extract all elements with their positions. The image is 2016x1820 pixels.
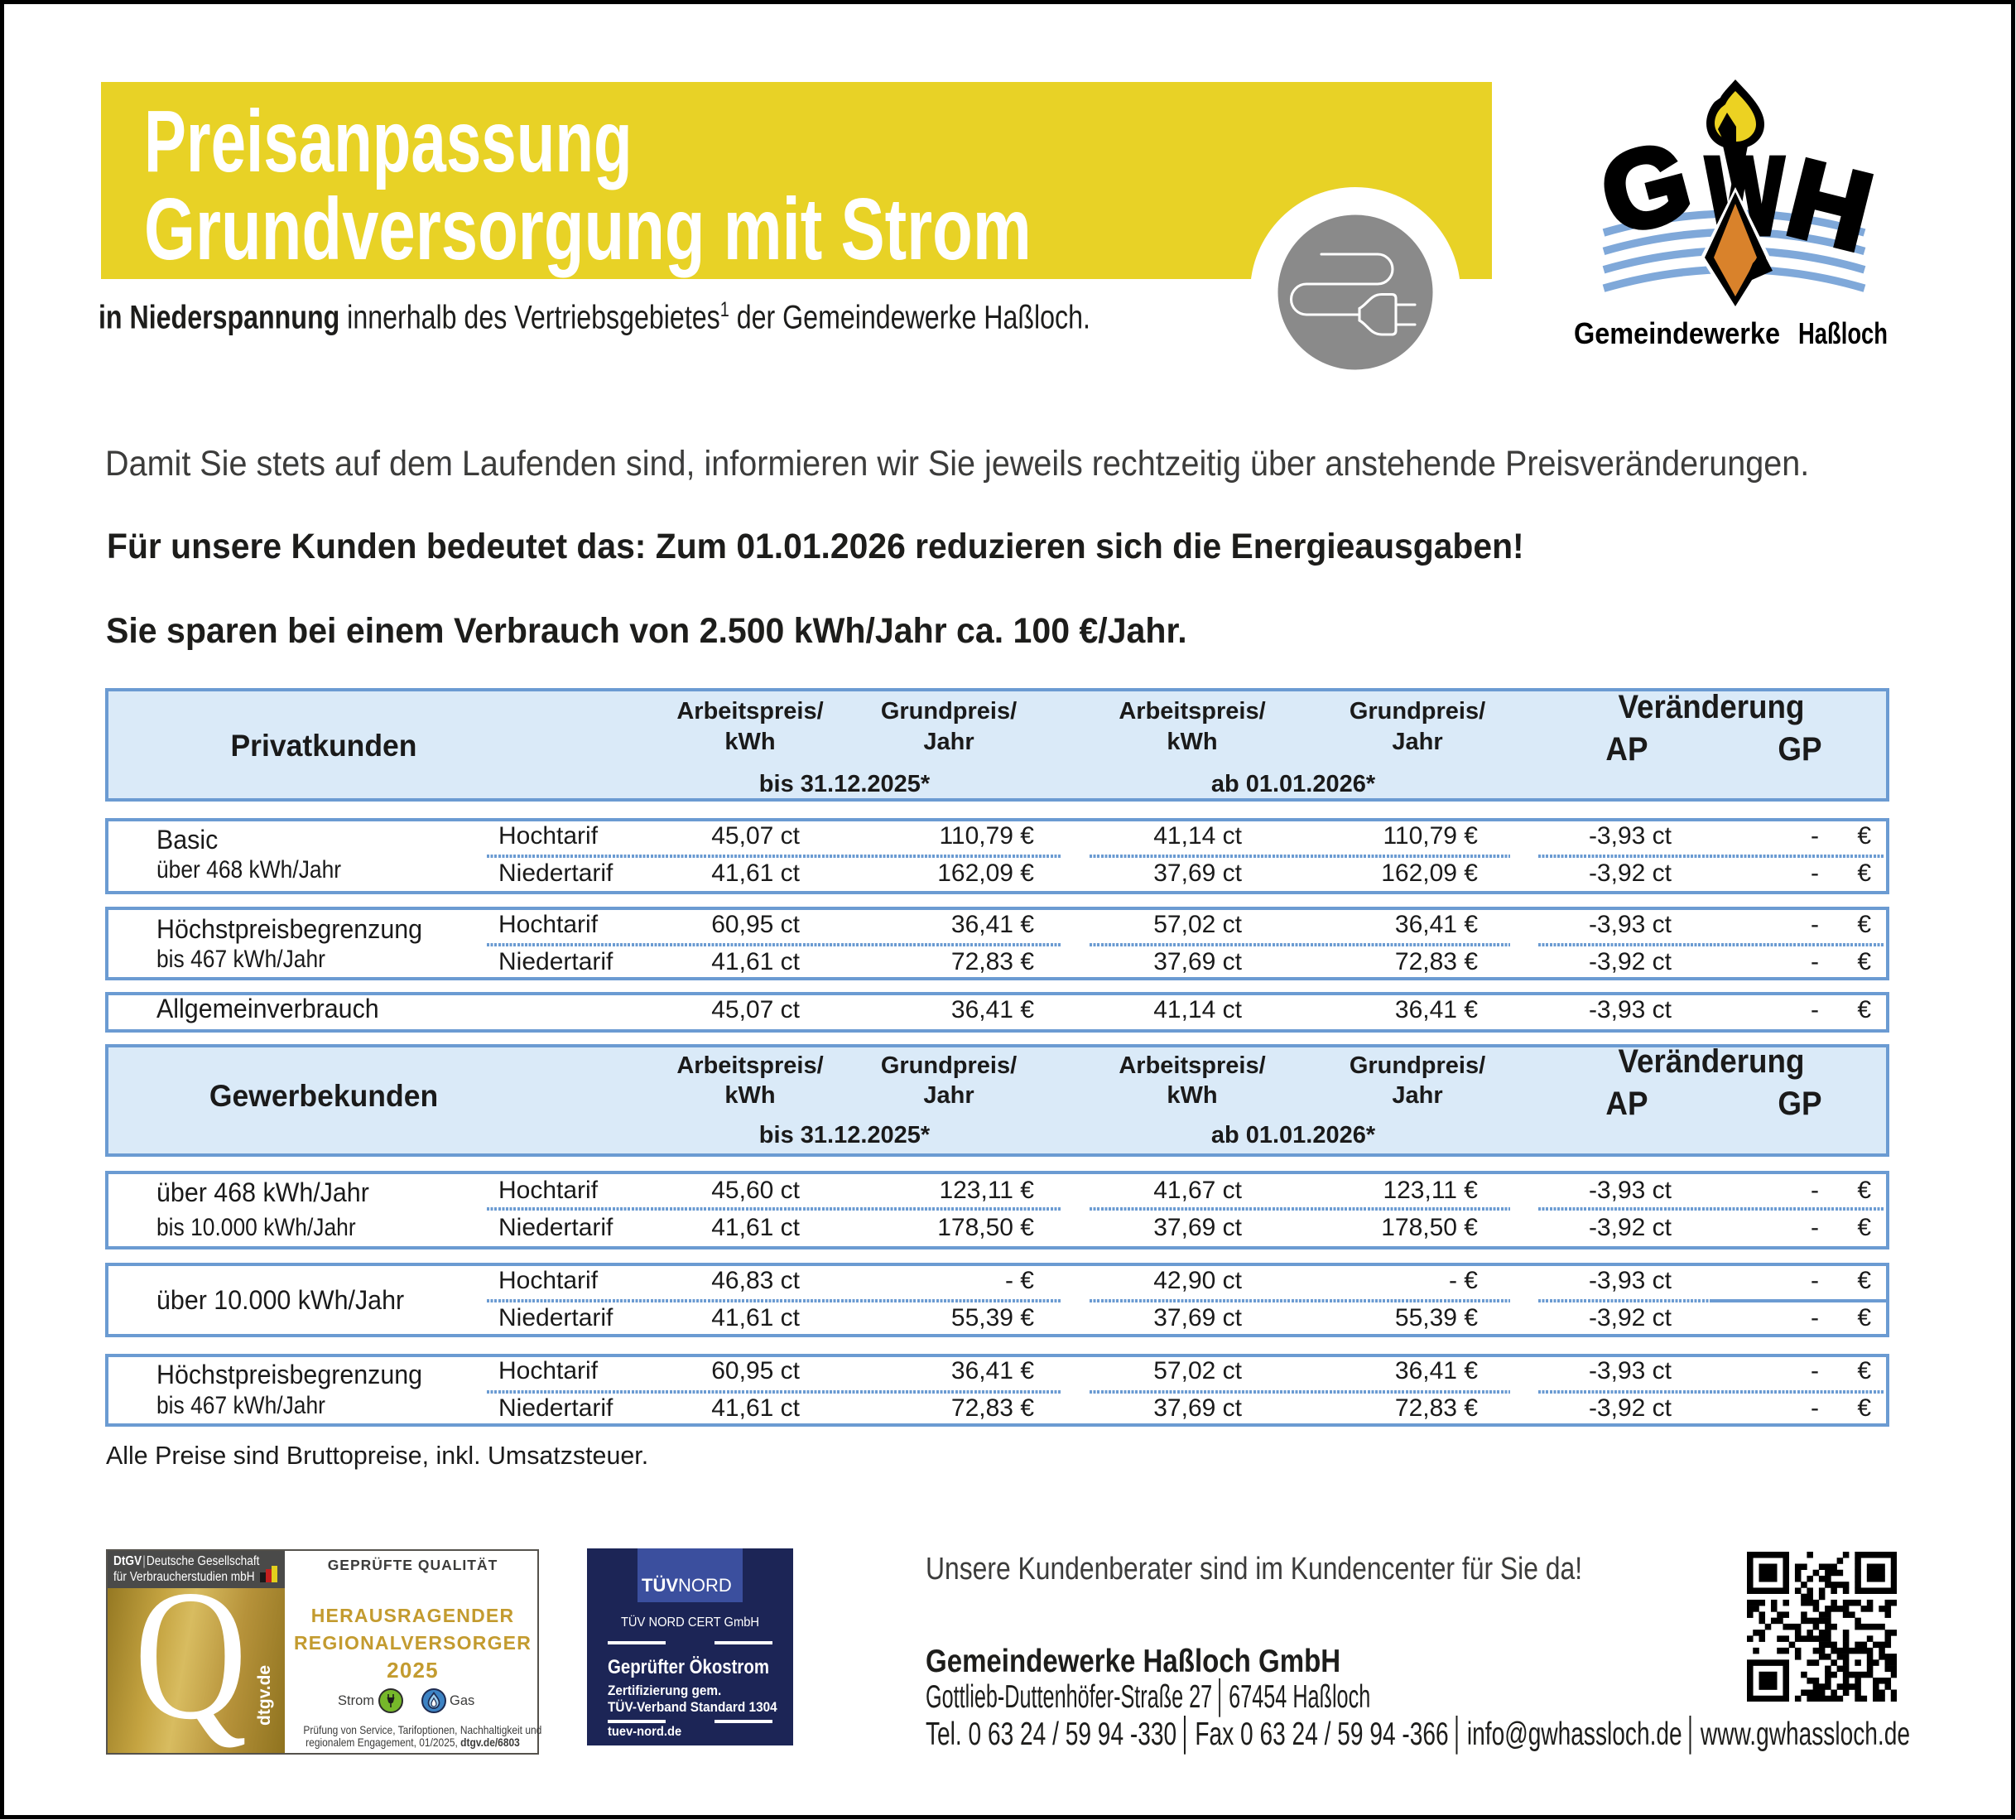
svg-text:Haßloch: Haßloch: [1798, 316, 1888, 350]
svg-text:H: H: [1777, 137, 1883, 274]
svg-text:G: G: [1589, 118, 1702, 258]
svg-text:Gemeindewerke: Gemeindewerke: [1574, 316, 1780, 350]
